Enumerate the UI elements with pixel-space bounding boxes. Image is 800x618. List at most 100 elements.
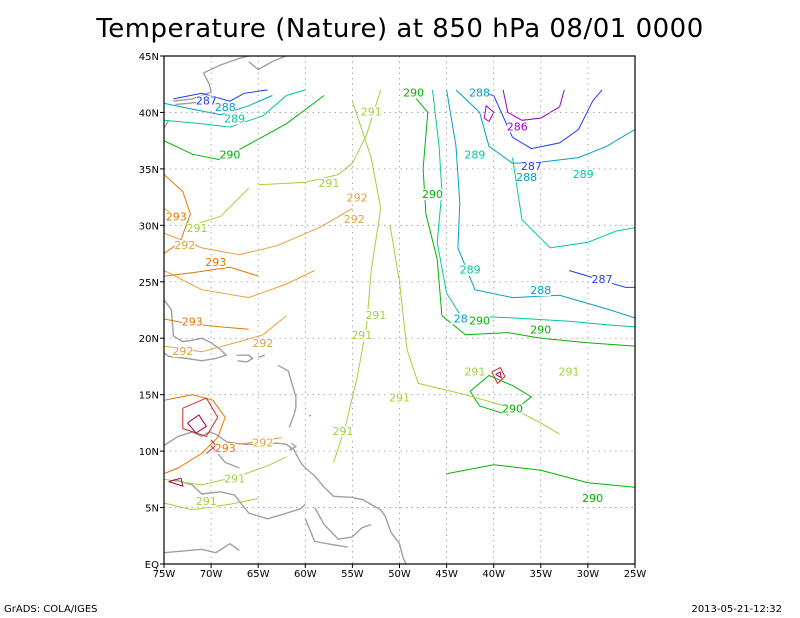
contour-label-background bbox=[361, 106, 382, 118]
contour-line bbox=[408, 89, 635, 347]
contour-label: 289 bbox=[464, 149, 485, 162]
coastline bbox=[173, 478, 306, 520]
contour-label: 291 bbox=[389, 391, 410, 404]
contour-label: 292 bbox=[344, 213, 365, 226]
contour-label: 292 bbox=[174, 239, 195, 252]
contour-label: 288 bbox=[530, 284, 551, 297]
coastline bbox=[164, 119, 170, 129]
coastline bbox=[308, 414, 312, 417]
contour-label: 292 bbox=[252, 436, 273, 449]
contour-label: 293 bbox=[182, 316, 203, 329]
contour-label-background bbox=[219, 149, 240, 161]
contour-label: 293 bbox=[166, 211, 187, 224]
contour-label: 288 bbox=[215, 101, 236, 114]
contour-line bbox=[168, 477, 184, 487]
contour-line bbox=[491, 366, 506, 385]
contour-label-background bbox=[469, 87, 490, 99]
contour-label-background bbox=[174, 239, 195, 251]
contour-label-background bbox=[592, 273, 613, 285]
coastline bbox=[248, 56, 288, 71]
contour-label: 291 bbox=[332, 425, 353, 438]
lat-tick-label: 45N bbox=[139, 52, 159, 63]
contour-line bbox=[512, 157, 635, 249]
lat-tick-label: 5N bbox=[145, 504, 159, 515]
coastline bbox=[173, 56, 249, 102]
contour-label-background bbox=[172, 346, 193, 358]
contour-line bbox=[164, 394, 226, 475]
contour-line bbox=[173, 89, 268, 102]
contour-label: 291 bbox=[351, 329, 372, 342]
contour-label-background bbox=[332, 426, 353, 438]
lat-tick-label: 20N bbox=[139, 334, 159, 345]
lat-tick-label: 35N bbox=[139, 165, 159, 176]
contour-label-background bbox=[530, 285, 551, 297]
contour-label: 290 bbox=[582, 492, 603, 505]
contour-label-background bbox=[521, 160, 542, 172]
coastline bbox=[257, 354, 266, 359]
contour-label-background bbox=[389, 392, 410, 404]
contour-line bbox=[446, 89, 635, 319]
contour-line bbox=[187, 414, 208, 434]
contour-label: 291 bbox=[186, 222, 207, 235]
contour-label-background bbox=[252, 437, 273, 449]
contour-label: 290 bbox=[403, 87, 424, 100]
contour-label: 290 bbox=[422, 188, 443, 201]
lat-tick-label: 25N bbox=[139, 278, 159, 289]
contour-label-background bbox=[224, 473, 245, 485]
lat-tick-label: 30N bbox=[139, 221, 159, 232]
contour-line bbox=[164, 207, 353, 256]
contour-label: 289 bbox=[224, 112, 245, 125]
contour-line bbox=[164, 266, 259, 277]
contour-label: 290 bbox=[469, 315, 490, 328]
contour-label: 286 bbox=[507, 120, 528, 133]
lon-tick-label: 45W bbox=[435, 569, 458, 580]
contour-label: 287 bbox=[196, 94, 217, 107]
contour-label-background bbox=[422, 189, 443, 201]
contour-label: 290 bbox=[219, 149, 240, 162]
contour-label: 288 bbox=[469, 87, 490, 100]
contour-label: 291 bbox=[361, 106, 382, 119]
contour-label: 292 bbox=[252, 337, 273, 350]
contour-label-background bbox=[196, 496, 217, 508]
lon-tick-label: 50W bbox=[388, 569, 411, 580]
coastline bbox=[164, 542, 240, 554]
lat-tick-label: EQ bbox=[145, 560, 159, 571]
contour-label: 290 bbox=[530, 324, 551, 337]
contour-line bbox=[495, 371, 502, 379]
axis-ticks: 75W 70W 65W 60W 55W 50W 45W 40W 35W 30W 25W EQ 5N 10N… bbox=[139, 52, 647, 580]
contour-label-background bbox=[166, 211, 187, 223]
contour-line bbox=[182, 397, 219, 438]
lon-tick-label: 30W bbox=[577, 569, 600, 580]
map-title: Temperature (Nature) at 850 hPa 08/01 00… bbox=[96, 14, 704, 44]
contour-label: 293 bbox=[205, 256, 226, 269]
contour-label: 291 bbox=[559, 365, 580, 378]
contour-label: 288 bbox=[516, 171, 537, 184]
timestamp: 2013-05-21-12:32 bbox=[691, 604, 782, 615]
contour-label-background bbox=[252, 338, 273, 350]
coastline bbox=[236, 354, 254, 363]
lon-tick-label: 70W bbox=[200, 569, 223, 580]
contour-label-background bbox=[196, 95, 217, 107]
lat-tick-label: 40N bbox=[139, 108, 159, 119]
contour-label: 291 bbox=[224, 473, 245, 486]
contour-label-background bbox=[507, 121, 528, 133]
coastline bbox=[314, 507, 372, 540]
lon-tick-label: 35W bbox=[529, 569, 552, 580]
contour-label: 292 bbox=[172, 345, 193, 358]
contour-line bbox=[483, 104, 495, 122]
contour-label-background bbox=[215, 443, 236, 455]
contour-line bbox=[470, 89, 603, 150]
contour-label-background bbox=[582, 492, 603, 504]
contour-label: 293 bbox=[215, 442, 236, 455]
contour-label-background bbox=[182, 316, 203, 328]
lon-tick-label: 65W bbox=[247, 569, 270, 580]
coastline bbox=[164, 299, 228, 362]
contour-label: 28 bbox=[454, 312, 468, 325]
grads-credit: GrADS: COLA/IGES bbox=[4, 604, 98, 615]
contour-line bbox=[164, 95, 325, 161]
contour-label: 289 bbox=[460, 264, 481, 277]
contour-label: 287 bbox=[592, 273, 613, 286]
contour-label-background bbox=[573, 168, 594, 180]
contour-label: 291 bbox=[318, 177, 339, 190]
contour-label: 291 bbox=[196, 495, 217, 508]
